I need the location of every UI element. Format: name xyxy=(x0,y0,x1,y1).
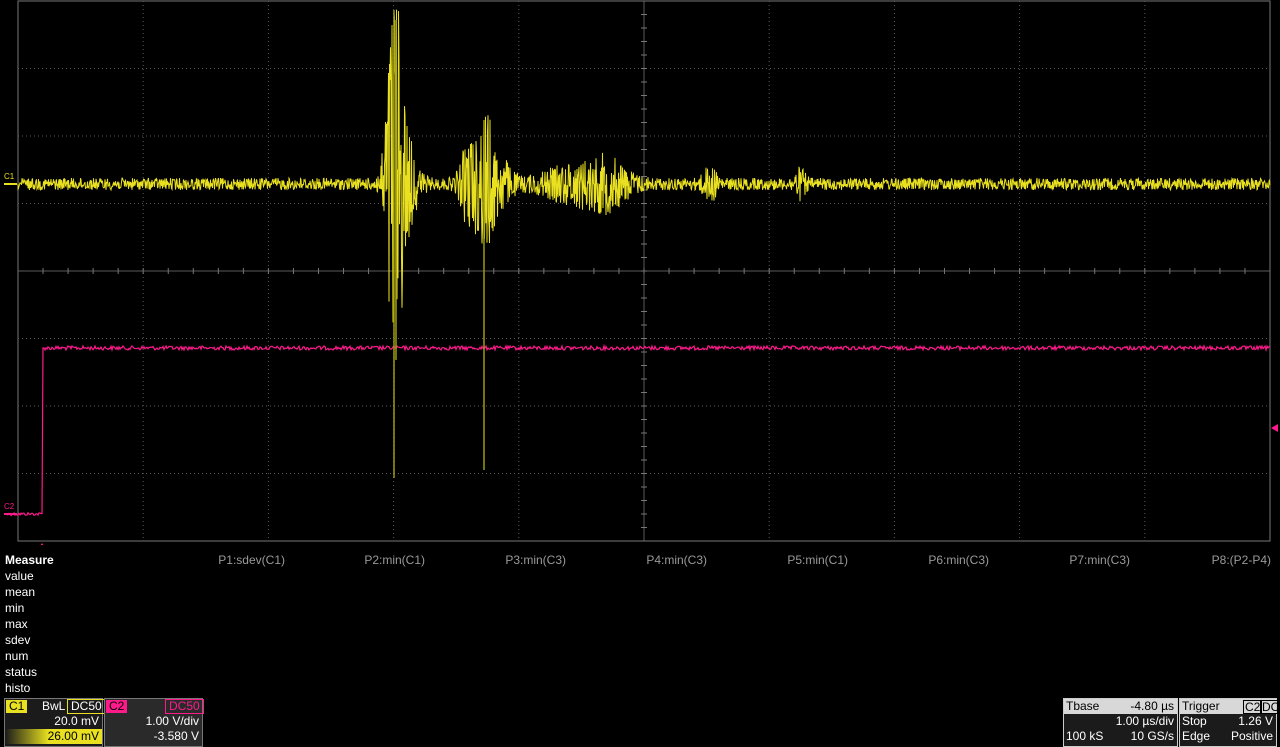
trigger-coupling: DC xyxy=(1260,700,1280,714)
c2-ground-tick xyxy=(4,513,17,515)
timebase-scale: 1.00 µs/div xyxy=(1115,714,1174,728)
c2-waveform-trace xyxy=(7,343,1271,517)
trigger-level: 1.26 V xyxy=(1238,714,1273,728)
param-header-p8[interactable]: P8:(P2-P4) xyxy=(1211,553,1271,567)
c1-marker-label: C1 xyxy=(4,172,15,181)
measure-row-label: num xyxy=(5,649,29,663)
measure-row-label: mean xyxy=(5,585,36,599)
measure-row-label: value xyxy=(5,569,34,583)
c1-offset: 26.00 mV xyxy=(47,729,99,743)
trigger-slope: Positive xyxy=(1230,729,1273,743)
measure-row-label: status xyxy=(5,665,38,679)
param-header-p3[interactable]: P3:min(C3) xyxy=(505,553,566,567)
c2-marker-label: C2 xyxy=(4,502,15,511)
c1-ground-marker[interactable]: C1 xyxy=(4,173,14,181)
trigger-level-marker[interactable] xyxy=(1271,424,1278,432)
c1-waveform-trace xyxy=(17,9,1271,478)
c1-tag: C1 xyxy=(6,700,28,713)
param-header-p7[interactable]: P7:min(C3) xyxy=(1069,553,1130,567)
timebase-label: Tbase xyxy=(1066,699,1100,713)
c2-tag: C2 xyxy=(106,700,128,713)
graticule-grid xyxy=(17,0,1271,542)
trigger-label: Trigger xyxy=(1182,699,1220,713)
param-header-p4[interactable]: P4:min(C3) xyxy=(646,553,707,567)
measure-row-label: min xyxy=(5,601,25,615)
c2-offset: -3.580 V xyxy=(153,729,199,743)
trigger-box[interactable]: Trigger C2 DC Stop 1.26 V Edge Positive xyxy=(1179,698,1280,747)
c1-bandwidth-badge: BwL xyxy=(42,699,66,713)
c2-coupling-badge: DC50 xyxy=(165,699,204,714)
c2-ground-marker[interactable]: C2 xyxy=(4,503,14,511)
trigger-source: C2 xyxy=(1243,700,1263,714)
c1-trace-path xyxy=(17,9,1271,346)
c2-scale: 1.00 V/div xyxy=(145,714,199,728)
c1-scale: 20.0 mV xyxy=(54,714,99,728)
trigger-type: Edge xyxy=(1182,729,1211,743)
measure-row-label: sdev xyxy=(5,633,31,647)
measure-table: Measure value mean min max sdev num stat… xyxy=(0,553,1280,695)
param-header-p2[interactable]: P2:min(C1) xyxy=(364,553,425,567)
timebase-delay: -4.80 µs xyxy=(1130,699,1174,713)
c2-descriptor-box[interactable]: C2 DC50 1.00 V/div -3.580 V xyxy=(104,698,204,747)
c1-descriptor-box[interactable]: C1 BwL DC50 20.0 mV 26.00 mV xyxy=(4,698,106,747)
measure-row-label: histo xyxy=(5,681,31,695)
waveform-display[interactable] xyxy=(0,0,1280,545)
c1-coupling-badge: DC50 xyxy=(67,699,106,714)
param-header-p5[interactable]: P5:min(C1) xyxy=(787,553,848,567)
timebase-box[interactable]: Tbase -4.80 µs 1.00 µs/div 100 kS 10 GS/… xyxy=(1063,698,1178,747)
measure-title[interactable]: Measure xyxy=(5,553,54,567)
c2-trace-path xyxy=(7,343,1271,517)
timebase-samples: 100 kS xyxy=(1066,729,1104,743)
c1-ground-tick xyxy=(4,183,17,185)
trigger-position-marker[interactable] xyxy=(38,543,46,545)
trigger-mode: Stop xyxy=(1182,714,1207,728)
param-header-p1[interactable]: P1:sdev(C1) xyxy=(218,553,285,567)
measure-row-label: max xyxy=(5,617,28,631)
param-header-p6[interactable]: P6:min(C3) xyxy=(928,553,989,567)
timebase-rate: 10 GS/s xyxy=(1130,729,1174,743)
